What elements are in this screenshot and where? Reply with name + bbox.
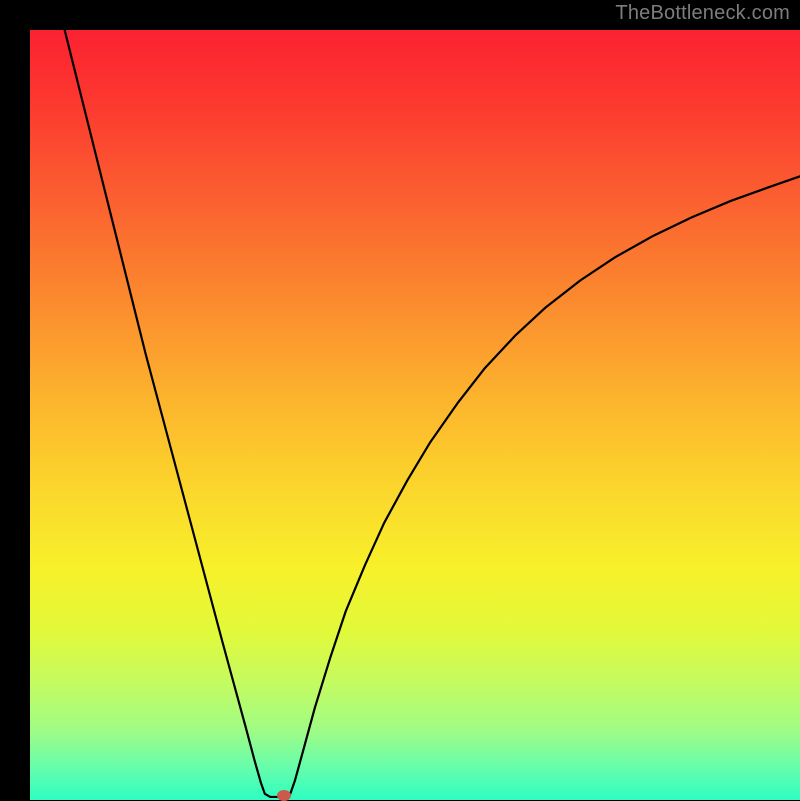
watermark-text: TheBottleneck.com xyxy=(615,2,790,25)
chart-frame: TheBottleneck.com xyxy=(0,0,800,800)
optimum-marker xyxy=(277,790,291,801)
plot-gradient-background xyxy=(30,30,800,800)
